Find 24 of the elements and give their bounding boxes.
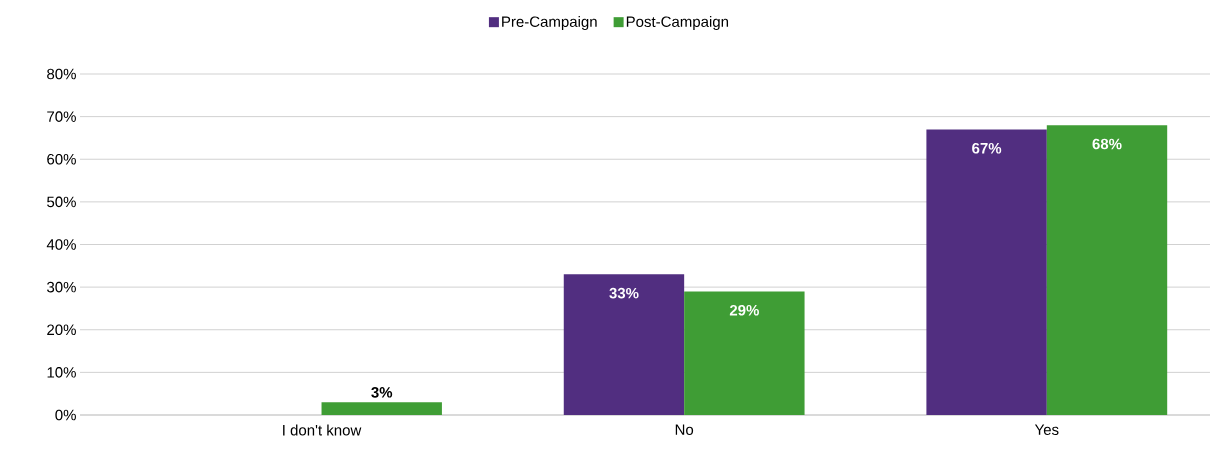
y-tick-label: 0% [55,409,76,421]
y-tick-label: 30% [47,281,76,293]
legend-label: Pre-Campaign [502,15,597,30]
x-tick-label: Yes [1034,424,1059,435]
y-tick-label: 60% [47,153,76,165]
y-tick-label: 70% [47,111,76,122]
data-label: 29% [729,304,759,316]
data-label: 68% [1092,138,1122,150]
data-label: 67% [972,142,1002,154]
bar [563,274,685,415]
y-tick-label: 50% [47,196,76,208]
bar [926,129,1047,415]
legend-label: Post-Campaign [626,15,729,30]
x-tick-label: I don't know [283,424,362,436]
data-label: 33% [609,287,639,299]
x-tick-label: No [675,424,694,435]
y-tick-label: 40% [46,239,76,250]
y-tick-label: 10% [47,367,76,378]
y-tick-label: 80% [47,68,76,80]
bar [1046,125,1168,415]
y-tick-label: 20% [47,324,76,336]
bar [321,402,442,415]
data-label: 3% [371,387,393,398]
bar [684,291,805,415]
